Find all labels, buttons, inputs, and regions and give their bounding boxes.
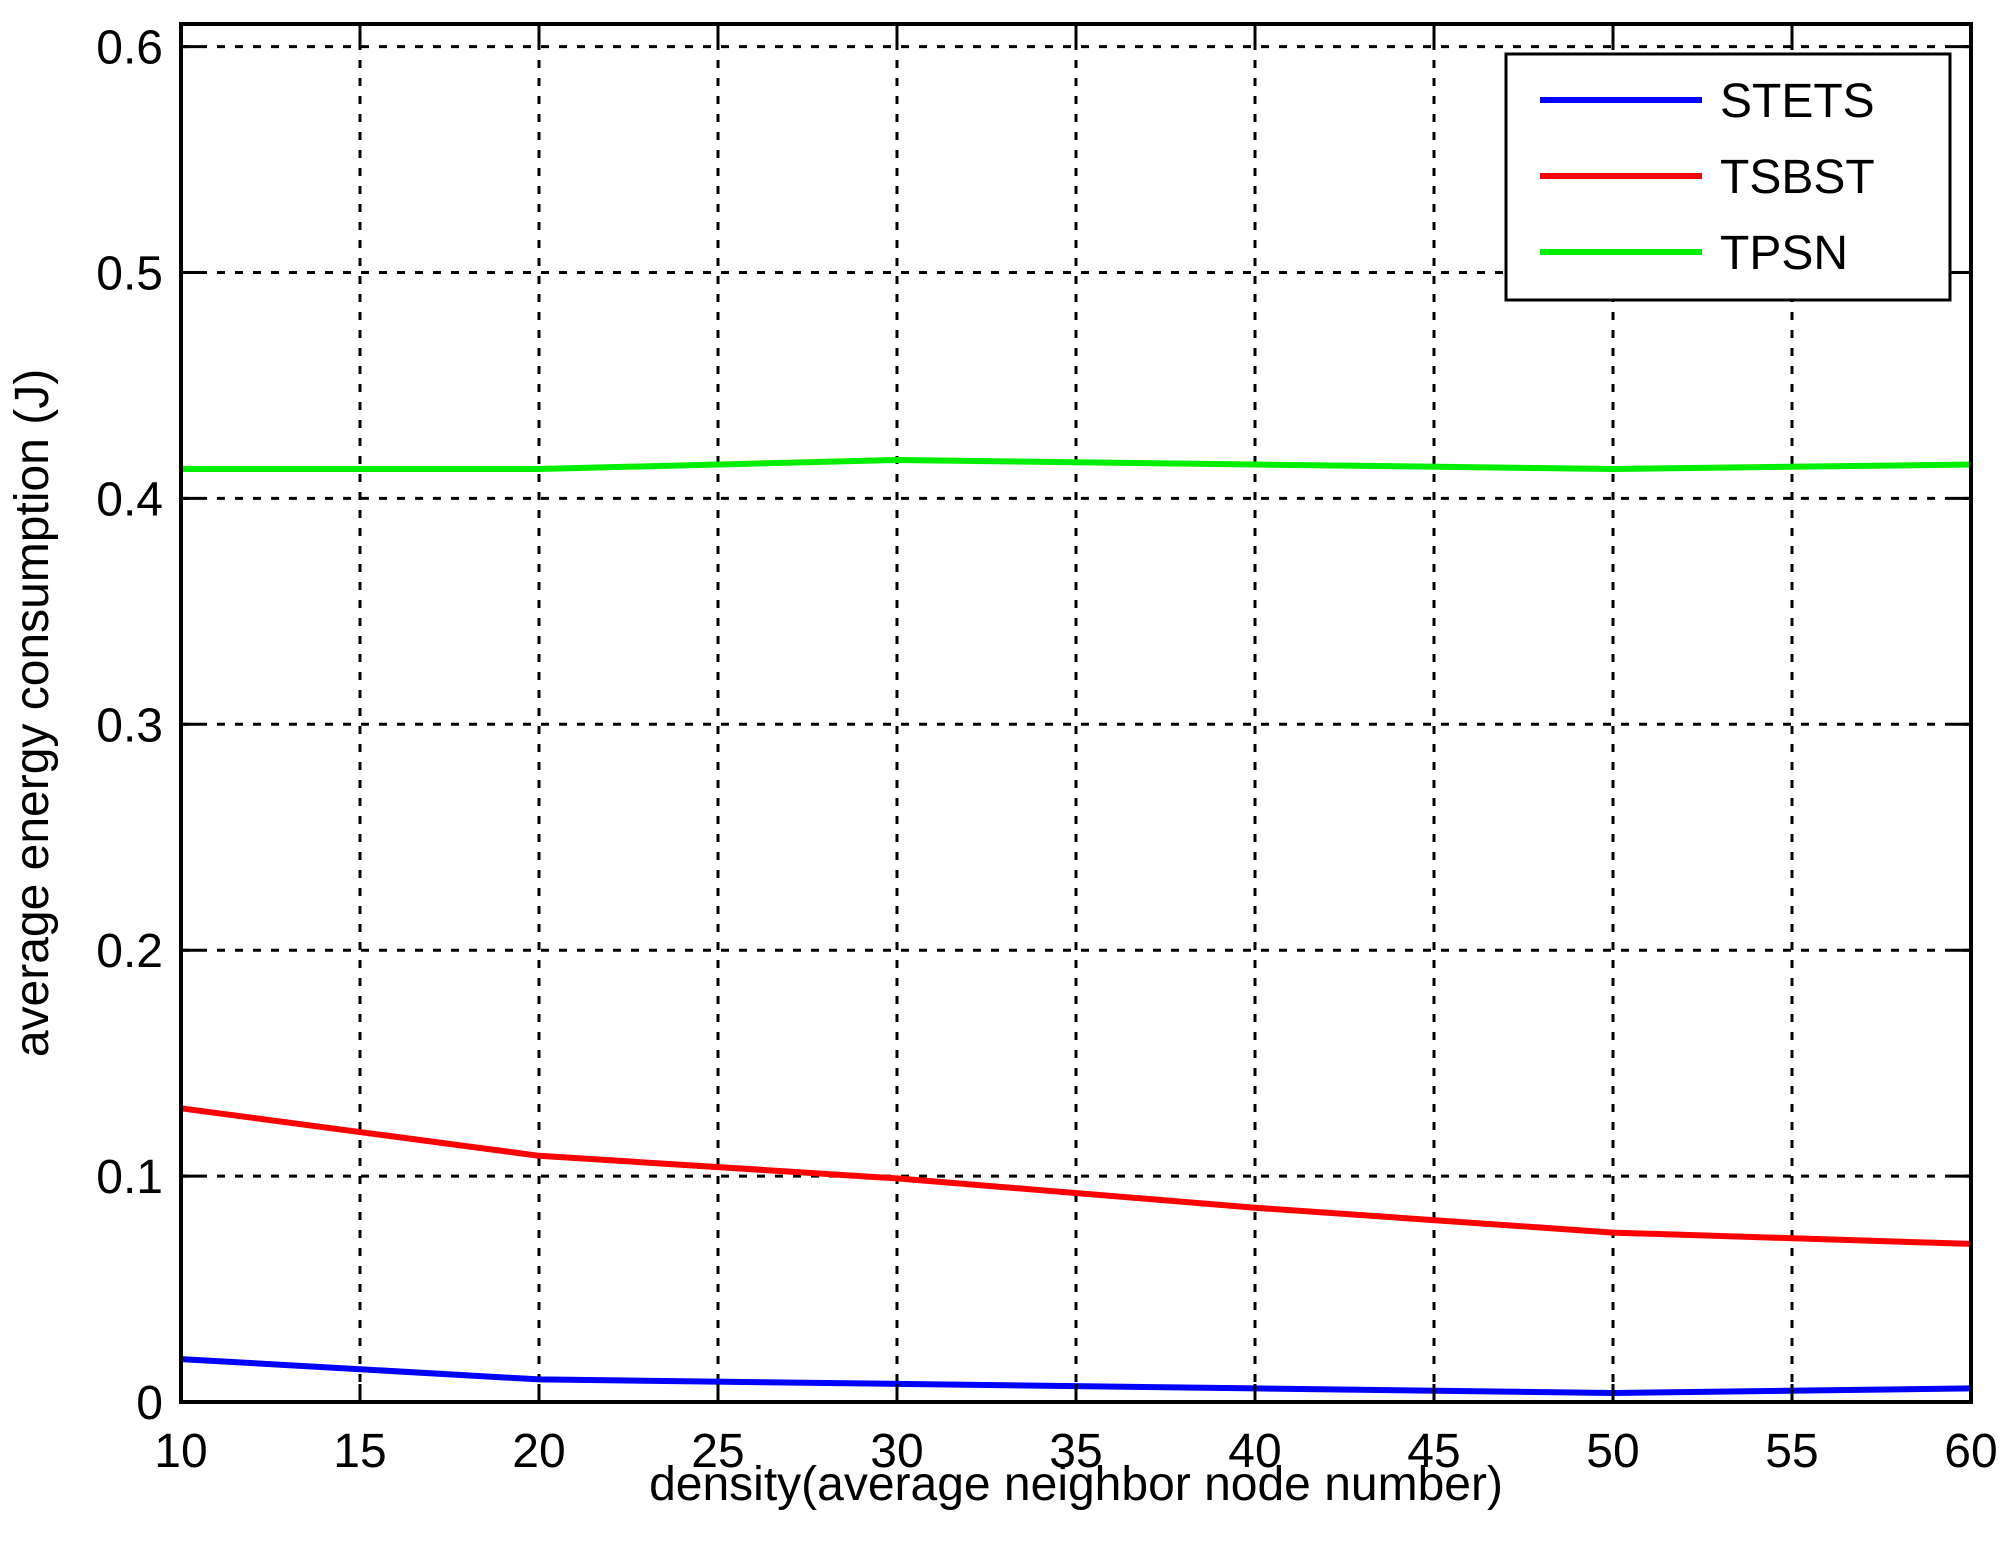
y-tick-label: 0.1: [96, 1151, 163, 1204]
y-tick-label: 0.5: [96, 247, 163, 300]
x-axis-tick-labels: 10 15 20 25 30 35 40 45 50 55 60: [154, 1425, 1997, 1478]
y-tick-label: 0.3: [96, 699, 163, 752]
y-axis-tick-labels: 0 0.1 0.2 0.3 0.4 0.5 0.6: [96, 22, 163, 1430]
y-tick-label: 0.2: [96, 925, 163, 978]
x-tick-label: 15: [333, 1425, 386, 1478]
series-line-tpsn: [181, 457, 1972, 472]
x-tick-label: 10: [154, 1425, 207, 1478]
legend-items: STETS TSBST TPSN: [1540, 75, 1875, 280]
y-tick-label: 0.6: [96, 22, 163, 75]
x-tick-label: 55: [1765, 1425, 1818, 1478]
legend-label-tpsn: TPSN: [1720, 227, 1848, 280]
y-tick-label: 0.4: [96, 473, 163, 526]
x-tick-label: 50: [1586, 1425, 1639, 1478]
y-tick-label: 0: [136, 1377, 163, 1430]
axis-ticks: [179, 24, 1973, 1404]
x-tick-label: 45: [1407, 1425, 1460, 1478]
legend: STETS TSBST TPSN: [1504, 52, 1952, 302]
y-axis-label: average energy consumption (J): [6, 369, 59, 1057]
x-tick-label: 40: [1228, 1425, 1281, 1478]
series-line-tsbst: [180, 1105, 1972, 1247]
x-tick-label: 35: [1049, 1425, 1102, 1478]
x-axis-label: density(average neighbor node number): [649, 1458, 1503, 1511]
x-tick-label: 30: [870, 1425, 923, 1478]
x-tick-label: 60: [1944, 1425, 1997, 1478]
legend-label-stets: STETS: [1720, 75, 1875, 128]
grid-lines: [181, 24, 1971, 1402]
legend-label-tsbst: TSBST: [1720, 151, 1875, 204]
x-tick-label: 25: [691, 1425, 744, 1478]
x-tick-label: 20: [512, 1425, 565, 1478]
